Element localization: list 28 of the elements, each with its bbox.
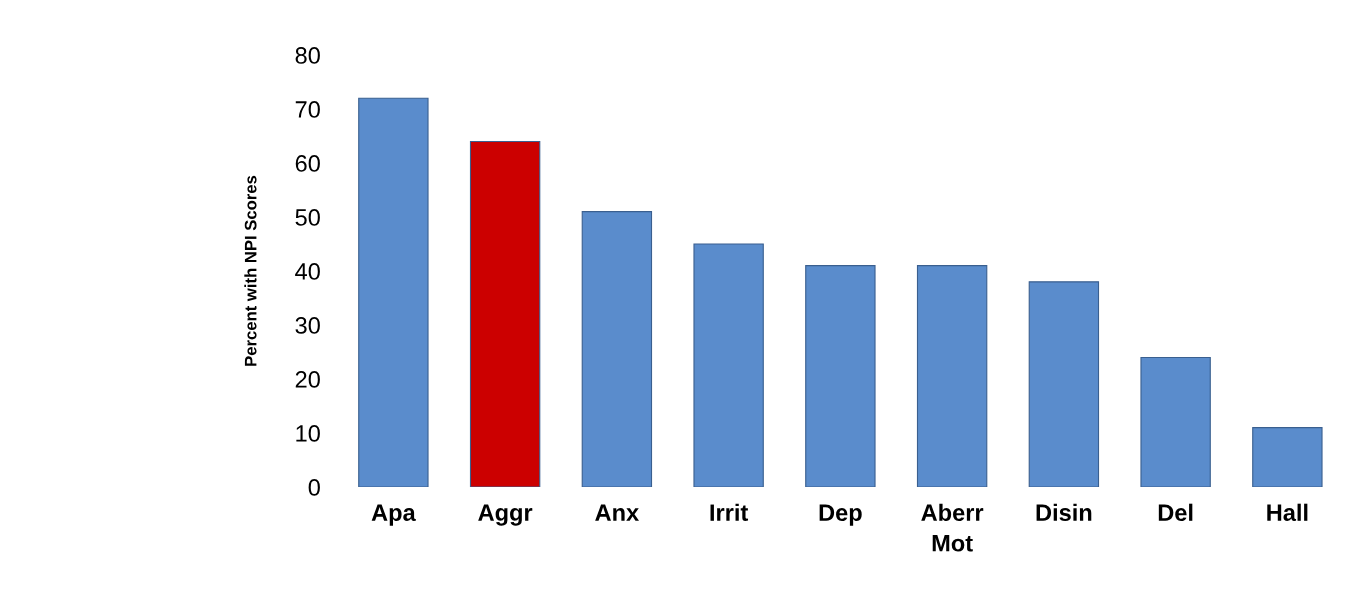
y-tick-label: 40	[295, 263, 320, 280]
x-tick-label: Aberr Mot	[921, 503, 984, 552]
bar	[693, 243, 764, 488]
bar	[916, 265, 988, 488]
bar	[1140, 356, 1211, 488]
y-tick-label: 10	[296, 425, 320, 442]
bar	[1028, 281, 1100, 488]
y-tick-label: 20	[295, 371, 320, 388]
y-tick-label: 30	[295, 317, 320, 334]
y-tick-label: 50	[295, 209, 320, 226]
x-tick-label: Dep	[819, 504, 862, 526]
x-tick-label: Hall	[1267, 503, 1308, 522]
y-tick-label: 70	[295, 101, 320, 118]
y-tick-label: 80	[295, 47, 320, 64]
y-axis-title: Percent with NPI Scores	[244, 175, 257, 366]
y-tick-label: 0	[308, 479, 320, 496]
y-tick-label: 60	[295, 155, 320, 172]
x-tick-label: Anx	[595, 504, 640, 521]
x-tick-label: Apa	[371, 504, 416, 526]
x-tick-label: Disin	[1036, 503, 1092, 522]
x-tick-label: Aggr	[478, 504, 533, 526]
bar	[581, 211, 653, 488]
x-tick-label: Del	[1158, 503, 1193, 522]
bar	[805, 265, 876, 488]
bar	[358, 97, 429, 488]
bar	[469, 140, 541, 488]
bar	[1252, 427, 1323, 488]
x-tick-label: Irrit	[710, 503, 749, 522]
